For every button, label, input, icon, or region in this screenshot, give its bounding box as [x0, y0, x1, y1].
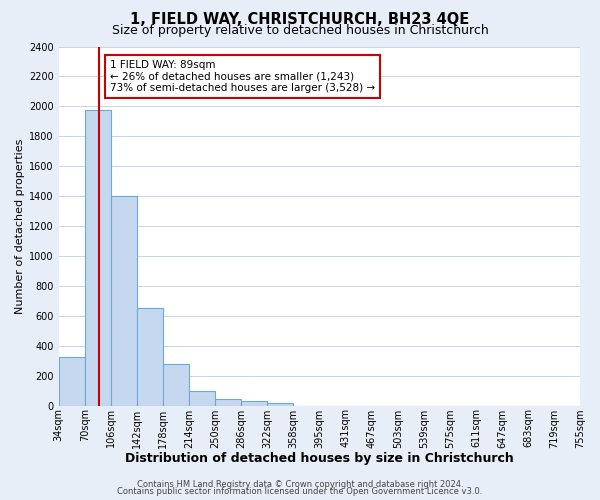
- Bar: [189, 390, 215, 406]
- Y-axis label: Number of detached properties: Number of detached properties: [15, 138, 25, 314]
- Bar: [137, 308, 163, 406]
- Text: Contains HM Land Registry data © Crown copyright and database right 2024.: Contains HM Land Registry data © Crown c…: [137, 480, 463, 489]
- Bar: [85, 110, 111, 406]
- Bar: [163, 364, 189, 406]
- Text: 1 FIELD WAY: 89sqm
← 26% of detached houses are smaller (1,243)
73% of semi-deta: 1 FIELD WAY: 89sqm ← 26% of detached hou…: [110, 60, 375, 93]
- Bar: [215, 399, 241, 406]
- Bar: [241, 401, 267, 406]
- Text: Contains public sector information licensed under the Open Government Licence v3: Contains public sector information licen…: [118, 487, 482, 496]
- Bar: [267, 402, 293, 406]
- Text: 1, FIELD WAY, CHRISTCHURCH, BH23 4QE: 1, FIELD WAY, CHRISTCHURCH, BH23 4QE: [130, 12, 470, 28]
- Bar: [111, 196, 137, 406]
- Bar: [59, 357, 85, 406]
- X-axis label: Distribution of detached houses by size in Christchurch: Distribution of detached houses by size …: [125, 452, 514, 465]
- Text: Size of property relative to detached houses in Christchurch: Size of property relative to detached ho…: [112, 24, 488, 37]
